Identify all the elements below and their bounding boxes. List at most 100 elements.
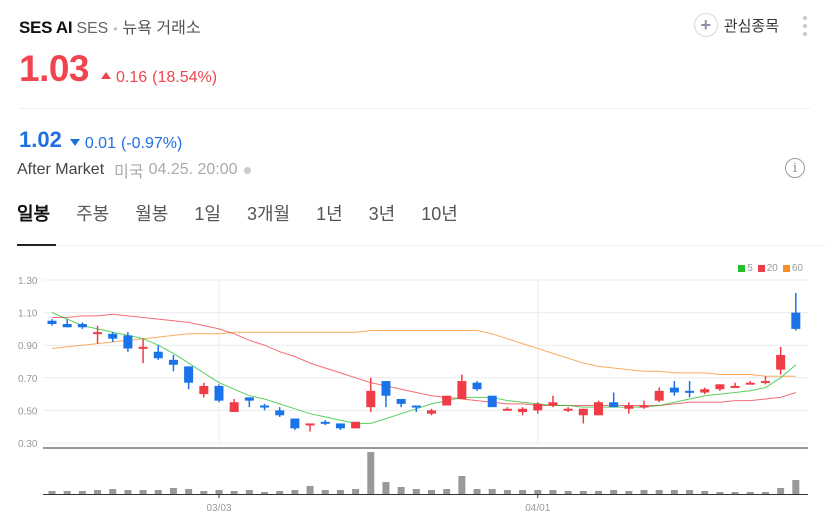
volume-bar [716,492,724,494]
volume-bar [412,489,420,494]
am-change-percent: (-0.97%) [120,134,183,152]
candle [563,407,573,413]
candle [62,319,72,328]
volume-bar [291,490,299,494]
candle [502,407,512,411]
volume-bar [200,491,208,494]
volume-bar [321,490,329,494]
candle [47,319,57,326]
volume-bar [154,490,162,494]
volume-bar [701,491,709,494]
candle [290,418,300,430]
candle [77,322,87,329]
after-market-quote: 1.02 0.01 (-0.97%) [19,127,182,153]
tab-weekly[interactable]: 주봉 [76,204,110,224]
volume-bar [579,491,587,494]
candle [609,392,619,408]
candle [168,354,178,372]
current-price: 1.03 [19,48,90,89]
info-icon[interactable]: i [785,158,805,178]
volume-bar [519,490,527,494]
volume-bar [230,491,238,494]
volume-bar [336,490,344,494]
volume-bar [169,488,177,494]
quote-row: 1.03 0.16 (18.54%) [19,48,217,90]
volume-bar [352,489,360,494]
volume-bar [458,476,466,494]
arrow-up-icon [101,72,112,79]
add-watchlist-button[interactable]: + 관심종목 [693,13,779,37]
more-options-icon[interactable] [802,16,808,36]
volume-bar [640,490,648,494]
candle [791,293,801,331]
tab-3year[interactable]: 3년 [368,204,396,224]
stock-ticker: SES [76,20,109,37]
candle [427,408,436,416]
tab-daily[interactable]: 일봉 [17,204,51,224]
volume-bar [534,490,542,494]
legend-ma5: 5 [747,263,753,274]
candle [639,400,649,409]
candle [685,381,695,398]
price-chart[interactable]: 1.30 1.10 0.90 0.70 0.50 0.30 03/03 04/01 [0,255,825,520]
candle [760,376,770,385]
candle [381,381,391,408]
volume-bar [367,452,375,494]
chart-period-tabs: 일봉 주봉 월봉 1일 3개월 1년 3년 10년 [17,200,484,230]
plus-icon: + [693,13,718,37]
candle [669,381,679,396]
candle [351,421,361,429]
volume-bar [428,490,435,494]
market-timestamp: 04.25. 20:00 [148,161,238,178]
volume-bar [503,490,511,494]
after-market-label: After Market [17,161,105,178]
volume-bar [215,490,223,494]
candle [260,403,270,411]
volume-bar [777,488,785,494]
tab-10year[interactable]: 10년 [421,204,458,224]
volume-bar [382,482,390,494]
ma20-swatch-icon [757,265,765,272]
after-market-info: After Market 미국 04.25. 20:00 [17,158,251,182]
volume-bar [761,492,769,494]
candle [776,346,786,375]
candle [335,423,345,430]
tab-monthly[interactable]: 월봉 [135,204,169,224]
volume-bar [63,491,71,494]
candle [320,420,330,426]
volume-bar [792,480,800,494]
volume-bar [549,490,557,494]
volume-bar [670,490,678,494]
ma20-line [52,313,796,406]
ma5-line [51,312,797,424]
candle [624,402,634,414]
y-axis-label: 1.10 [18,309,38,320]
candle [715,384,725,391]
volume-bar [261,492,269,494]
tab-1day[interactable]: 1일 [194,204,221,224]
candle [108,332,118,342]
candle [93,325,103,344]
candle [214,384,224,403]
candle [244,397,254,408]
y-axis-label: 0.30 [18,439,38,450]
volume-bar [488,489,496,494]
candle [153,345,163,360]
tab-1year[interactable]: 1년 [316,204,343,224]
candle [184,366,194,390]
volume-bar [564,491,572,494]
am-change-value: 0.01 [84,134,116,152]
tab-3month[interactable]: 3개월 [246,204,291,224]
volume-bar [625,491,633,494]
candle [275,407,285,417]
volume-bar [276,491,284,494]
volume-bar [731,492,739,494]
candle [533,402,543,414]
candle [199,382,209,398]
candle [745,381,755,385]
candle [730,382,740,388]
candle [593,400,603,416]
separator-dot: • [113,22,118,36]
tabs-divider [17,245,825,246]
change-percent: (18.54%) [152,68,218,86]
